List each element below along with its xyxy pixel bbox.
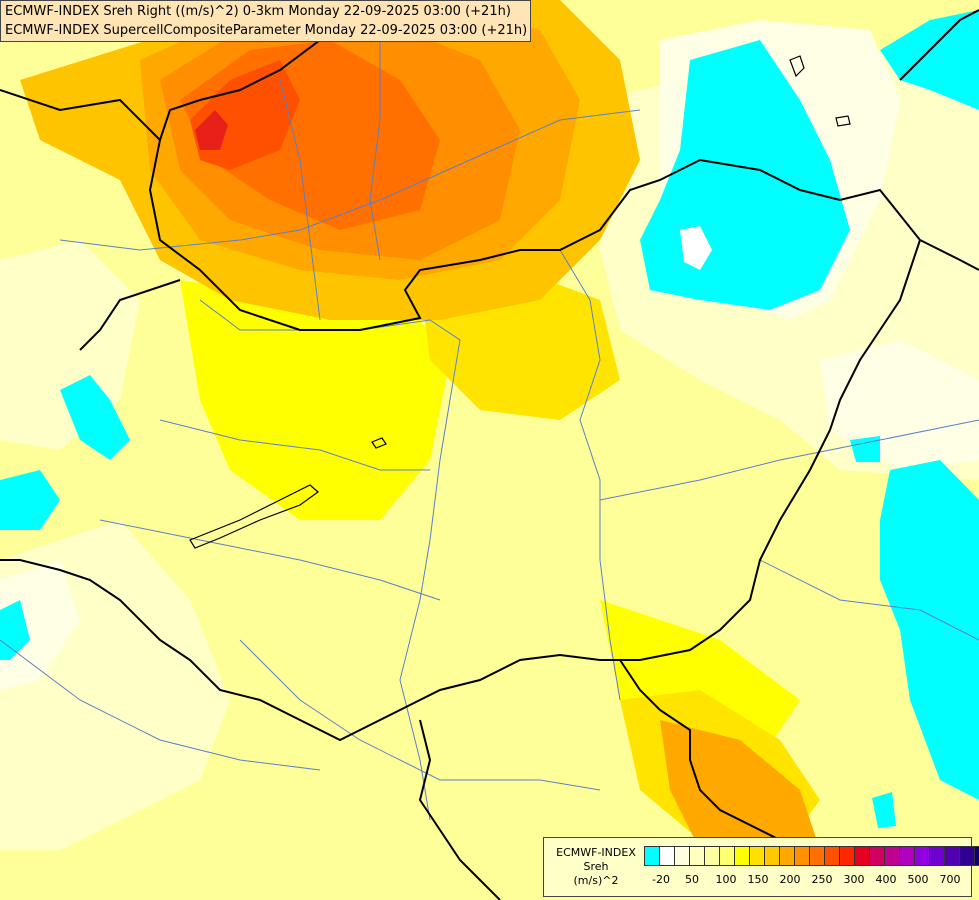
legend-swatch <box>944 846 960 866</box>
legend-swatches <box>644 846 979 866</box>
rivers <box>0 40 979 821</box>
lakes <box>189 55 851 549</box>
title-line-sreh: ECMWF-INDEX Sreh Right ((m/s)^2) 0-3km M… <box>5 4 511 19</box>
legend-tick-label: 250 <box>811 873 833 886</box>
legend-tick-label: 300 <box>843 873 865 886</box>
legend-swatch <box>974 846 979 866</box>
legend-swatch <box>914 846 930 866</box>
legend-ticks: -20 50 100 150 200 250 300 400 500 700 <box>644 873 974 889</box>
legend-swatch <box>704 846 720 866</box>
legend-header: ECMWF-INDEX Sreh (m/s)^2 <box>550 846 642 888</box>
legend-swatch <box>869 846 885 866</box>
legend-swatch <box>734 846 750 866</box>
legend-swatch <box>659 846 675 866</box>
legend-swatch <box>779 846 795 866</box>
legend-tick-label: 100 <box>715 873 737 886</box>
color-legend: ECMWF-INDEX Sreh (m/s)^2 -20 50 100 150 200 2… <box>543 837 979 897</box>
legend-swatch <box>839 846 855 866</box>
legend-unit: (m/s)^2 <box>573 874 619 887</box>
legend-tick-label: 200 <box>779 873 801 886</box>
legend-source: ECMWF-INDEX <box>556 846 636 859</box>
legend-swatch <box>794 846 810 866</box>
legend-swatch <box>689 846 705 866</box>
title-box: ECMWF-INDEX Sreh Right ((m/s)^2) 0-3km M… <box>0 0 531 42</box>
legend-swatch <box>959 846 975 866</box>
legend-variable: Sreh <box>583 860 609 873</box>
legend-tick-label: 400 <box>875 873 897 886</box>
legend-swatch <box>809 846 825 866</box>
legend-tick-label: 50 <box>685 873 699 886</box>
legend-swatch <box>644 846 660 866</box>
legend-swatch <box>719 846 735 866</box>
legend-swatch <box>929 846 945 866</box>
legend-swatch <box>749 846 765 866</box>
title-line-scp: ECMWF-INDEX SupercellCompositeParameter … <box>5 23 528 38</box>
legend-tick-label: -20 <box>652 873 670 886</box>
legend-swatch <box>884 846 900 866</box>
legend-swatch <box>674 846 690 866</box>
legend-tick-label: 700 <box>939 873 961 886</box>
legend-tick-label: 150 <box>747 873 769 886</box>
legend-swatch <box>854 846 870 866</box>
legend-tick-label: 500 <box>907 873 929 886</box>
legend-swatch <box>899 846 915 866</box>
legend-swatch <box>764 846 780 866</box>
legend-swatch <box>824 846 840 866</box>
